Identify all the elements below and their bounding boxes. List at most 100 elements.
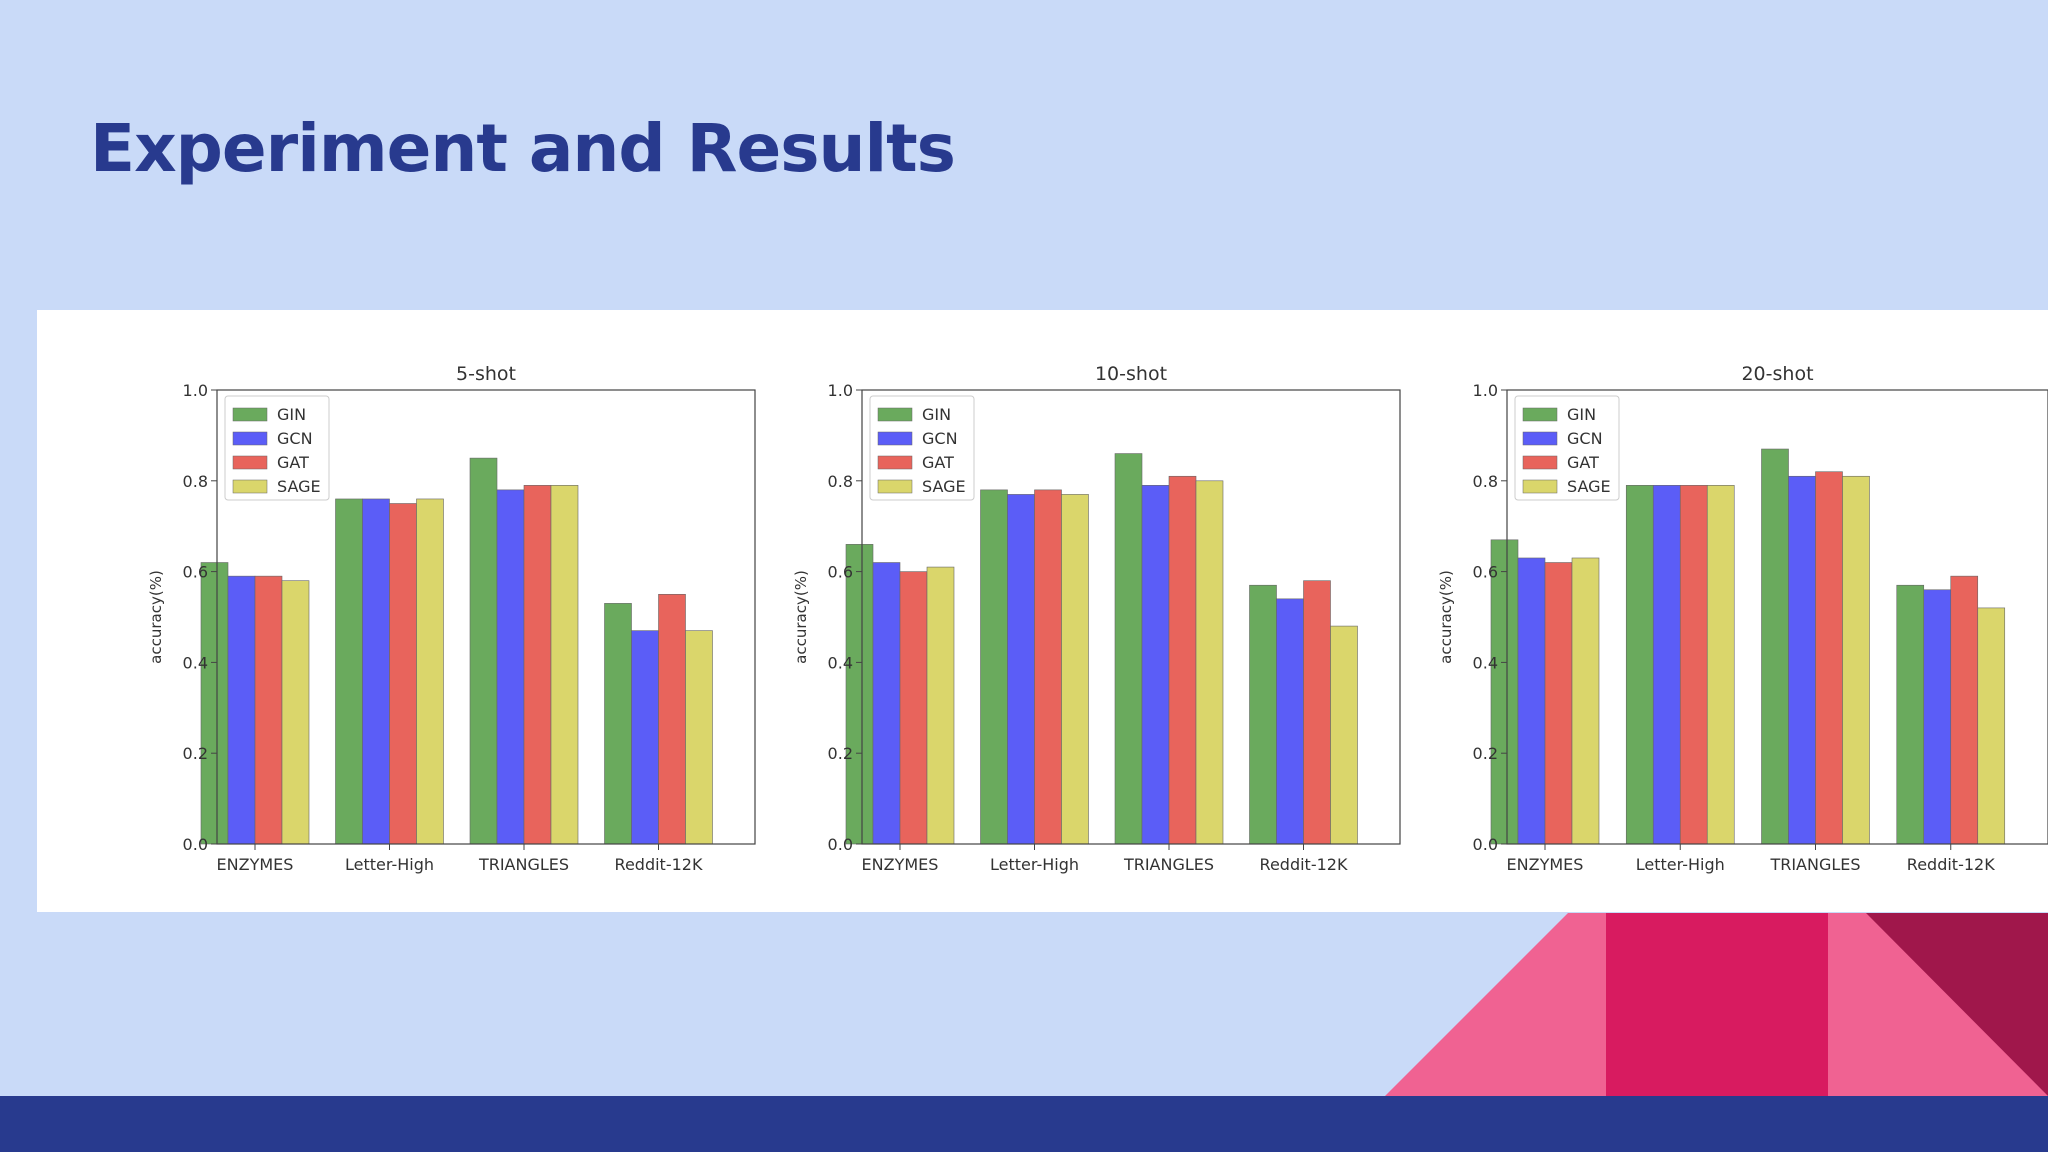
chart-3: 20-shot 0.0 0.2 0.4 0.6 0.8 1.0 ENZYMES Letter-H… — [1437, 363, 2048, 874]
legend-label-gat: GAT — [922, 453, 954, 472]
bar-gat-enzymes — [1544, 562, 1573, 845]
bar-gcn-triangles — [1788, 475, 1816, 845]
legend-swatch-gat — [877, 455, 913, 470]
bar-sage-enzymes — [1571, 557, 1600, 845]
chart-2: 10-shot 0.0 0.2 0.4 0.6 0.8 1.0 ENZYMES Letter-H… — [792, 363, 1401, 874]
y-tick-label: 0.0 — [1473, 835, 1498, 854]
bar-gcn-triangles — [1141, 485, 1170, 845]
legend-box — [1514, 395, 1620, 501]
bar-gin-triangles — [469, 457, 498, 845]
bar-gat-reddit-12k — [1303, 580, 1331, 845]
legend-swatch-sage — [232, 479, 268, 494]
legend-swatch-gin — [877, 407, 913, 422]
y-tick-label: 1.0 — [183, 381, 208, 400]
bar-sage-letter-high — [1061, 494, 1089, 845]
bar-sage-letter-high — [1706, 485, 1735, 845]
bar-charts-figure: 5-shot 0.0 0.2 0.4 0.6 0.8 1.0 ENZYMES Letter-Hi… — [147, 363, 2048, 874]
legend-swatch-gin — [232, 407, 268, 422]
x-tick-label: Letter-High — [990, 855, 1079, 874]
bar-sage-triangles — [1842, 475, 1870, 845]
y-tick-label: 0.6 — [1473, 563, 1498, 582]
legend-swatch-gat — [232, 455, 268, 470]
bar-gcn-enzymes — [872, 562, 901, 845]
y-tick-label: 0.0 — [828, 835, 853, 854]
bar-gin-letter-high — [1625, 485, 1654, 845]
bar-sage-triangles — [1195, 480, 1224, 845]
legend-swatch-gcn — [877, 431, 913, 446]
y-axis-label: accuracy(%) — [1437, 570, 1455, 664]
bar-gin-reddit-12k — [1896, 584, 1925, 845]
y-tick-label: 0.0 — [183, 835, 208, 854]
plot-frame — [1506, 389, 2048, 845]
bar-gin-enzymes — [1490, 539, 1519, 845]
y-tick-label: 1.0 — [828, 381, 853, 400]
legend-label-gin: GIN — [277, 405, 306, 424]
y-tick-label: 0.2 — [1473, 744, 1498, 763]
x-tick-label: TRIANGLES — [1123, 855, 1214, 874]
bar-gat-enzymes — [899, 571, 928, 845]
bar-sage-triangles — [550, 485, 579, 845]
chart-1: 5-shot 0.0 0.2 0.4 0.6 0.8 1.0 ENZYMES Letter-Hi… — [147, 363, 756, 874]
deco-pink-triangle — [1385, 913, 1606, 1096]
y-tick-label: 0.6 — [183, 563, 208, 582]
y-tick-label: 0.4 — [1473, 653, 1498, 672]
y-axis-label: accuracy(%) — [792, 570, 810, 664]
bar-gat-letter-high — [389, 503, 417, 845]
legend-swatch-sage — [877, 479, 913, 494]
legend-label-gat: GAT — [1567, 453, 1599, 472]
legend-swatch-gin — [1522, 407, 1558, 422]
legend-label-gat: GAT — [277, 453, 309, 472]
y-tick-label: 0.4 — [828, 653, 853, 672]
legend-swatch-gcn — [232, 431, 268, 446]
bar-sage-reddit-12k — [1330, 625, 1358, 845]
x-tick-label: Letter-High — [345, 855, 434, 874]
bar-gcn-reddit-12k — [631, 630, 659, 845]
legend-swatch-gcn — [1522, 431, 1558, 446]
legend-label-gin: GIN — [1567, 405, 1596, 424]
bar-gin-triangles — [1761, 448, 1789, 845]
x-tick-label: ENZYMES — [862, 855, 939, 874]
legend-label-sage: SAGE — [922, 477, 966, 496]
deco-magenta-block — [1606, 913, 1828, 1096]
slide-title: Experiment and Results — [90, 110, 956, 187]
y-tick-label: 0.8 — [828, 472, 853, 491]
bar-gat-reddit-12k — [658, 593, 686, 845]
chart-title: 5-shot — [456, 363, 516, 385]
legend-label-sage: SAGE — [277, 477, 321, 496]
x-tick-label: Letter-High — [1636, 855, 1725, 874]
y-tick-label: 0.8 — [1473, 472, 1498, 491]
x-tick-label: Reddit-12K — [615, 855, 703, 874]
y-tick-label: 0.2 — [828, 744, 853, 763]
legend-label-sage: SAGE — [1567, 477, 1611, 496]
bar-sage-enzymes — [281, 580, 310, 845]
y-tick-label: 0.6 — [828, 563, 853, 582]
legend-label-gcn: GCN — [922, 429, 958, 448]
legend-box — [224, 395, 330, 501]
deco-dark-triangle — [1866, 913, 2048, 1096]
x-tick-label: TRIANGLES — [1769, 855, 1860, 874]
y-tick-label: 0.2 — [183, 744, 208, 763]
x-tick-label: ENZYMES — [1507, 855, 1584, 874]
legend-swatch-gat — [1522, 455, 1558, 470]
bar-sage-enzymes — [926, 566, 955, 845]
legend-box — [869, 395, 975, 501]
y-tick-label: 0.4 — [183, 653, 208, 672]
x-tick-label: Reddit-12K — [1260, 855, 1348, 874]
legend-label-gin: GIN — [922, 405, 951, 424]
bar-gat-letter-high — [1679, 485, 1708, 845]
bar-gin-letter-high — [335, 498, 363, 845]
bar-gin-reddit-12k — [604, 603, 632, 845]
bar-gcn-reddit-12k — [1923, 589, 1952, 845]
x-tick-label: Reddit-12K — [1907, 855, 1995, 874]
plot-frame — [216, 389, 756, 845]
bar-gat-triangles — [523, 485, 552, 845]
y-tick-label: 1.0 — [1473, 381, 1498, 400]
plot-frame — [861, 389, 1401, 845]
legend-label-gcn: GCN — [1567, 429, 1603, 448]
bar-gat-letter-high — [1034, 489, 1062, 845]
y-axis-label: accuracy(%) — [147, 570, 165, 664]
legend-label-gcn: GCN — [277, 429, 313, 448]
bar-gcn-enzymes — [1517, 557, 1546, 845]
footer-bar — [0, 1096, 2048, 1152]
